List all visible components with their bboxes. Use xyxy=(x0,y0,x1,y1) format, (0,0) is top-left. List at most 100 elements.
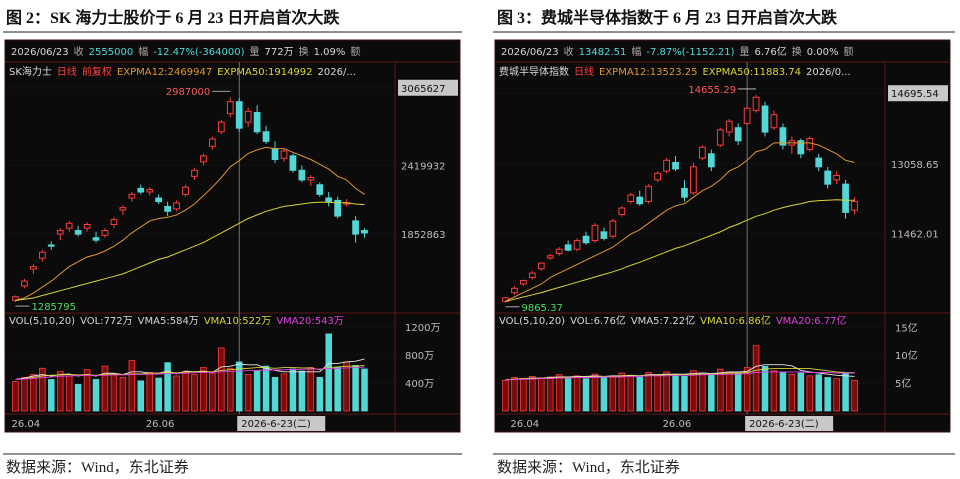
max-price-label: 2987000 xyxy=(166,87,211,98)
expma-line xyxy=(505,142,855,302)
candle-body xyxy=(797,140,805,155)
volume-bar xyxy=(74,383,82,412)
volume-bar xyxy=(564,377,572,412)
candle-body xyxy=(806,138,814,150)
candle-body xyxy=(137,187,145,193)
candle-body xyxy=(352,220,359,235)
volume-bar xyxy=(672,373,679,412)
vma-line xyxy=(505,368,855,381)
volume-bar xyxy=(690,370,697,412)
volume-legend-item: VMA20:543万 xyxy=(276,316,344,327)
volume-bar xyxy=(12,381,19,412)
candle-body xyxy=(770,114,778,129)
candle-body xyxy=(520,279,527,285)
candle-body xyxy=(334,199,342,217)
volume-bar xyxy=(48,379,55,412)
y-tick-label: 14695.54 xyxy=(891,89,939,100)
candle-body xyxy=(779,127,787,146)
quote-info-item: 0.00% xyxy=(807,47,839,58)
quote-info-item: 幅 xyxy=(631,45,641,58)
crosshair-date-label: 2026-6-23(二) xyxy=(749,419,819,430)
candle-body xyxy=(101,230,109,236)
y-tick-label: 2419932 xyxy=(401,162,446,173)
candle-body xyxy=(627,194,635,203)
candle-body xyxy=(824,170,832,185)
candle-body xyxy=(690,166,697,194)
quote-info-item: 收 xyxy=(74,45,84,58)
candle-body xyxy=(200,155,207,163)
candle-body xyxy=(555,248,563,255)
price-highlight-box xyxy=(398,79,458,96)
candle-body xyxy=(316,184,324,195)
indicator-legend-item: EXPMA12:2469947 xyxy=(117,67,212,78)
volume-bar xyxy=(173,375,180,412)
x-tick-label: 26.06 xyxy=(146,419,175,430)
quote-info-item: 换 xyxy=(299,45,309,58)
volume-bar xyxy=(546,376,554,412)
volume-bar xyxy=(352,365,359,412)
candle-body xyxy=(21,280,28,287)
candle-body xyxy=(707,153,715,168)
volume-legend-item: VMA5:7.22亿 xyxy=(631,314,695,327)
candle-body xyxy=(725,120,733,133)
indicator-legend-item: 2026/... xyxy=(318,67,356,78)
volume-bar xyxy=(779,372,787,412)
volume-bar xyxy=(618,372,626,412)
volume-legend-item: VMA5:584万 xyxy=(138,316,199,327)
candle-body xyxy=(173,202,180,210)
quote-info: 2026/06/23 收 2555000 幅 -12.47%(-364000) 量 772万… xyxy=(11,45,360,58)
candle-body xyxy=(681,187,688,198)
volume-bar xyxy=(538,377,545,412)
candle-body xyxy=(155,197,163,203)
volume-bar xyxy=(253,369,261,412)
volume-bar xyxy=(815,374,822,412)
volume-bar xyxy=(110,374,118,412)
volume-bar xyxy=(182,371,189,412)
volume-bar xyxy=(582,378,590,412)
indicator-legend-item: SK海力士 xyxy=(9,65,52,78)
volume-bar xyxy=(520,378,527,412)
chart-background xyxy=(494,39,951,433)
candle-body xyxy=(289,155,297,171)
candle-body xyxy=(74,230,82,235)
crosshair-date-label: 2026-6-23(二) xyxy=(241,419,311,430)
indicator-legend-item: EXPMA50:1914992 xyxy=(217,67,312,78)
quote-info-item: 幅 xyxy=(138,45,148,58)
candle-body xyxy=(591,224,599,242)
candle-body xyxy=(842,183,849,213)
expma-line xyxy=(505,199,855,302)
candle-body xyxy=(734,127,742,142)
candle-body xyxy=(56,230,64,235)
candle-body xyxy=(752,96,760,111)
candle-body xyxy=(65,222,73,229)
vma-line xyxy=(505,364,855,381)
candle-body xyxy=(253,112,261,133)
y-tick-label: 15亿 xyxy=(895,321,918,334)
volume-legend-item: VMA10:6.86亿 xyxy=(700,314,771,327)
volume-bar xyxy=(361,368,368,412)
volume-bar xyxy=(128,360,136,412)
candle-body xyxy=(325,197,333,203)
crosshair-date-box xyxy=(745,416,834,431)
y-tick-label: 13058.65 xyxy=(891,160,939,171)
volume-bar xyxy=(325,333,332,412)
x-tick-label: 26.06 xyxy=(663,419,692,430)
volume-bar xyxy=(244,374,252,412)
vma-line xyxy=(505,371,855,381)
volume-bar xyxy=(298,370,306,412)
quote-info-item: 13482.51 xyxy=(579,47,627,58)
candle-body xyxy=(128,193,136,199)
volume-bar xyxy=(833,378,840,412)
volume-bar xyxy=(752,345,760,412)
candle-body xyxy=(271,148,279,160)
indicator-legend: SK海力士 日线 前复权 EXPMA12:2469947 EXPMA50:1914992… xyxy=(9,65,356,78)
volume-bar xyxy=(511,377,518,412)
volume-bar xyxy=(56,371,64,412)
volume-bar xyxy=(734,372,742,412)
volume-bar xyxy=(529,375,536,412)
volume-bar xyxy=(262,365,270,412)
volume-bar xyxy=(209,372,216,412)
candle-body xyxy=(833,174,840,181)
volume-bar xyxy=(573,375,581,412)
volume-bar xyxy=(797,372,805,412)
